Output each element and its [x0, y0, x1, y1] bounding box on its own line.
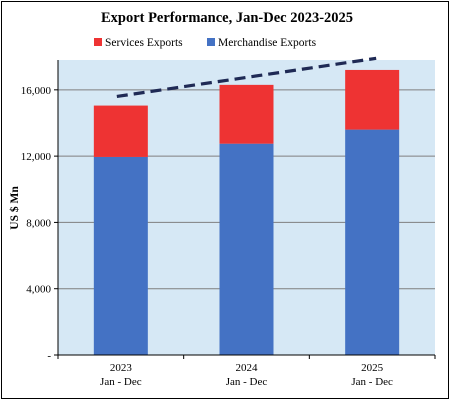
- x-tick-label: Jan - Dec: [100, 376, 142, 388]
- y-tick-label: 8,000: [26, 217, 51, 229]
- legend-label: Merchandise Exports: [218, 37, 317, 49]
- bar-services-exports: [345, 69, 400, 130]
- y-tick-label: -: [47, 350, 51, 362]
- y-tick-label: 16,000: [21, 85, 52, 97]
- bar-merchandise-exports: [219, 143, 274, 355]
- bar-services-exports: [219, 84, 274, 144]
- bar-merchandise-exports: [345, 129, 400, 355]
- trendline-group: [116, 56, 377, 99]
- y-tick-label: 12,000: [21, 151, 52, 163]
- x-tick-label: 2023: [110, 362, 133, 374]
- y-tick-label: 4,000: [26, 284, 51, 296]
- x-tick-label: Jan - Dec: [351, 376, 393, 388]
- x-ticks: 2023 Jan - Dec 2024 Jan - Dec 2025 Jan - Dec: [57, 355, 436, 388]
- legend-swatch: [94, 38, 102, 46]
- bar-services-exports: [93, 105, 148, 157]
- bars: [93, 69, 400, 355]
- x-tick-label: Jan - Dec: [226, 376, 268, 388]
- y-ticks: - 4,000 8,000 12,000 16,000: [21, 85, 58, 362]
- x-tick-label: 2025: [361, 362, 384, 374]
- axes: [57, 60, 435, 356]
- x-tick-label: 2024: [236, 362, 259, 374]
- y-axis-label: US $ Mn: [8, 186, 21, 230]
- legend: Services Exports Merchandise Exports: [94, 37, 317, 49]
- trendline: [116, 56, 377, 99]
- bar-merchandise-exports: [93, 156, 148, 355]
- legend-label: Services Exports: [105, 37, 183, 49]
- chart-title: Export Performance, Jan-Dec 2023-2025: [101, 10, 353, 26]
- legend-swatch: [207, 38, 215, 46]
